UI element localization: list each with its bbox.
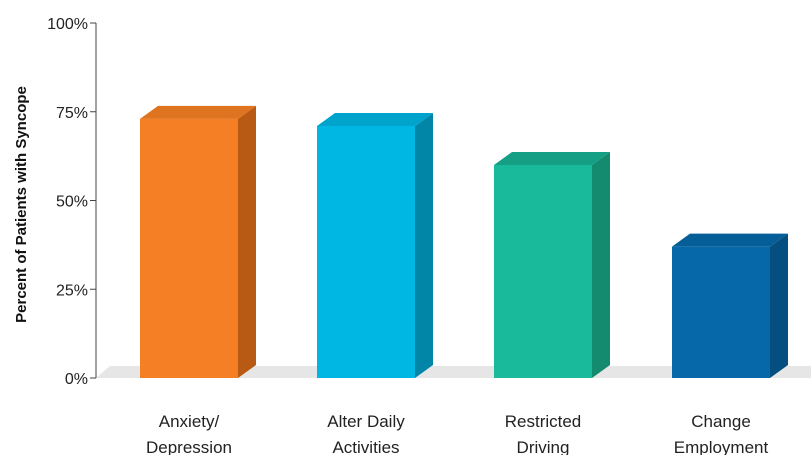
x-tick-label-line: Driving — [517, 438, 570, 455]
bar-top — [140, 105, 256, 119]
floor-platform — [96, 366, 811, 378]
y-axis-title: Percent of Patients with Syncope — [13, 86, 30, 323]
bar — [672, 233, 788, 378]
bar-front — [494, 165, 592, 378]
bar — [494, 152, 610, 378]
y-tick-label: 0% — [65, 371, 88, 388]
x-tick-label-line: Anxiety/ — [159, 412, 220, 431]
x-tick-label: Alter Daily Activities — [327, 412, 405, 455]
x-tick-label-line: Depression — [146, 438, 232, 455]
y-axis: 0% 25% 50% 75% 100% — [47, 16, 97, 388]
x-tick-label-line: Activities — [332, 438, 399, 455]
bars — [140, 105, 788, 378]
chart-floor — [96, 366, 811, 378]
x-tick-label: Change Employment — [674, 412, 769, 455]
bar-top — [317, 112, 433, 126]
y-tick-label: 25% — [56, 282, 88, 299]
bar — [317, 112, 433, 378]
bar-top — [494, 152, 610, 165]
bar-top — [672, 233, 788, 247]
y-tick-label: 75% — [56, 105, 88, 122]
x-tick-label-line: Alter Daily — [327, 412, 405, 431]
bar-front — [317, 125, 415, 378]
bar-side — [238, 105, 256, 378]
bar — [140, 105, 256, 378]
bar-side — [415, 112, 433, 378]
bar-side — [770, 233, 788, 378]
bar-front — [672, 246, 770, 378]
x-tick-label-line: Restricted — [505, 412, 582, 431]
x-tick-label-line: Change — [691, 412, 751, 431]
y-tick-label: 50% — [56, 194, 88, 211]
y-tick-label: 100% — [47, 16, 88, 33]
x-tick-label-line: Employment — [674, 438, 769, 455]
x-tick-label: Anxiety/Depression — [146, 412, 232, 455]
x-tick-label: Restricted Driving — [505, 412, 582, 455]
x-axis-labels: Anxiety/Depression Alter Daily Activities R… — [146, 412, 769, 457]
bar-side — [592, 152, 610, 378]
bar-front — [140, 118, 238, 378]
